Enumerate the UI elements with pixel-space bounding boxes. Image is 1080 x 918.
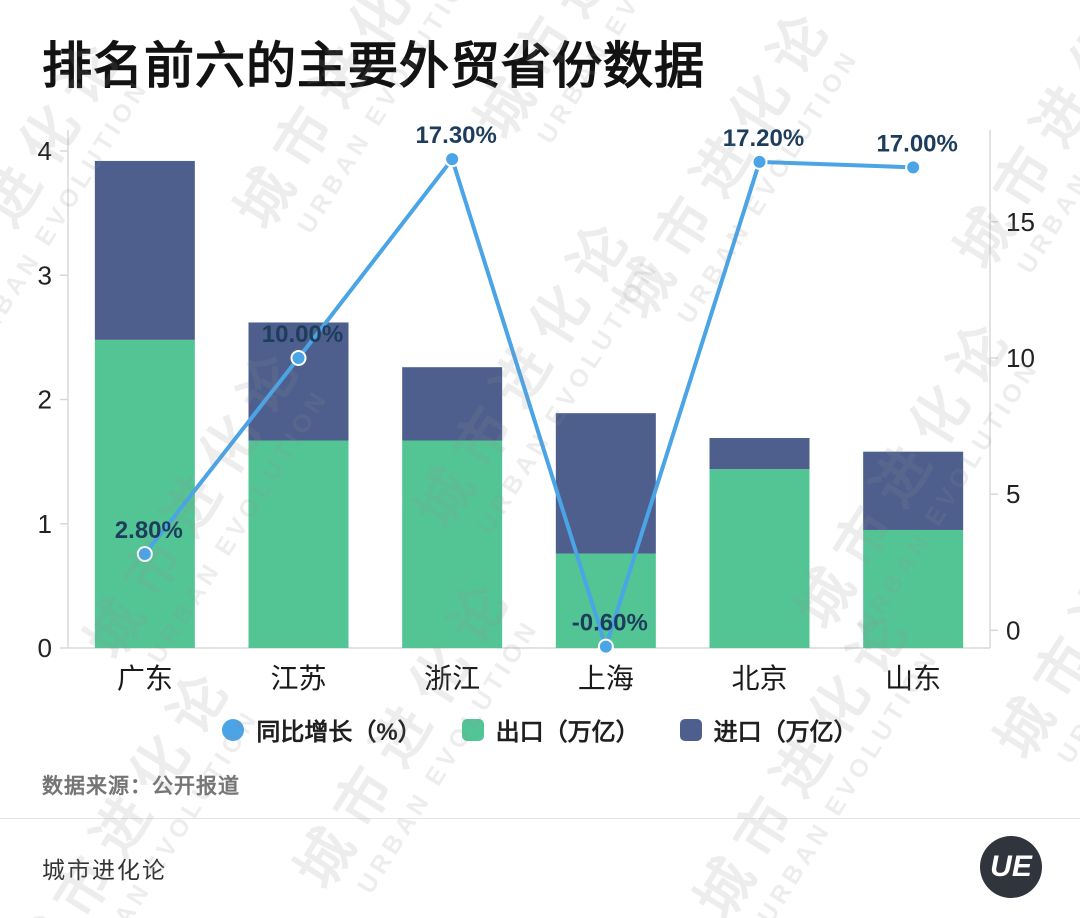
- brand-name: 城市进化论: [42, 857, 167, 883]
- growth-point-label: 17.00%: [876, 130, 957, 157]
- right-axis-tick-label: 10: [1006, 343, 1035, 373]
- bar-export-segment: [555, 553, 656, 648]
- legend-label: 进口（万亿）: [713, 719, 858, 746]
- growth-point-label: 17.20%: [723, 125, 804, 152]
- growth-point-label: 2.80%: [115, 517, 183, 544]
- bar-export-segment: [709, 469, 810, 648]
- chart-legend: 同比增长（%） 出口（万亿） 进口（万亿）: [0, 712, 1080, 747]
- legend-square-marker-icon: [679, 718, 702, 741]
- right-axis-tick-label: 0: [1006, 615, 1020, 645]
- data-source: 数据来源：公开报道: [42, 775, 240, 798]
- bar-export-segment: [863, 529, 964, 648]
- x-axis-category-label: 北京: [731, 663, 787, 694]
- right-axis-tick-label: 15: [1006, 207, 1035, 237]
- x-axis-category-label: 山东: [885, 663, 941, 694]
- legend-label: 同比增长（%）: [256, 719, 422, 746]
- bar-import-segment: [555, 413, 656, 554]
- bar-import-segment: [709, 438, 810, 470]
- legend-item: 进口（万亿）: [679, 712, 858, 747]
- growth-point-label: 10.00%: [262, 321, 343, 348]
- legend-item: 出口（万亿）: [461, 712, 640, 747]
- x-axis-category-label: 广东: [117, 663, 173, 694]
- growth-point: [597, 638, 614, 655]
- bar-export-segment: [248, 440, 349, 648]
- left-axis-tick-label: 1: [38, 509, 52, 539]
- brand-logo-icon: UE: [980, 836, 1042, 898]
- growth-point: [136, 546, 153, 563]
- legend-item: 同比增长（%）: [222, 712, 422, 747]
- chart-canvas: 0 1 2 3 4 0 5 10 15 广东 江苏 浙江 上海 北京 山东 2.80% 10.00% 17.30%…: [38, 122, 1035, 694]
- legend-square-marker-icon: [461, 718, 484, 741]
- left-axis-tick-label: 4: [38, 136, 52, 166]
- page-title: 排名前六的主要外贸省份数据: [42, 38, 705, 94]
- x-axis-category-label: 浙江: [424, 663, 480, 694]
- right-axis-tick-label: 5: [1006, 479, 1020, 509]
- legend-label: 出口（万亿）: [495, 719, 640, 746]
- growth-point: [905, 159, 922, 176]
- bar-import-segment: [402, 367, 503, 441]
- bar-import-segment: [248, 322, 349, 441]
- x-axis-category-label: 上海: [578, 663, 634, 694]
- growth-point: [444, 151, 461, 168]
- left-axis-tick-label: 2: [38, 385, 52, 415]
- bar-import-segment: [94, 160, 195, 340]
- bar-export-segment: [94, 339, 195, 648]
- growth-line: [142, 157, 916, 649]
- growth-point-label: 17.30%: [415, 122, 496, 149]
- growth-point: [751, 153, 768, 170]
- bar-export-segment: [402, 440, 503, 648]
- growth-point: [290, 349, 307, 366]
- growth-point-label: -0.60%: [572, 610, 648, 637]
- left-axis-tick-label: 0: [38, 633, 52, 663]
- combo-chart: 0 1 2 3 4 0 5 10 15 广东 江苏 浙江 上海 北京 山东 2.80% 10.00% 17.30%…: [0, 102, 1080, 702]
- brand-logo-text: UE: [990, 850, 1032, 883]
- x-axis-category-label: 江苏: [270, 663, 326, 694]
- bar-import-segment: [863, 451, 964, 530]
- divider: [0, 818, 1080, 819]
- legend-circle-marker-icon: [222, 718, 245, 741]
- left-axis-tick-label: 3: [38, 260, 52, 290]
